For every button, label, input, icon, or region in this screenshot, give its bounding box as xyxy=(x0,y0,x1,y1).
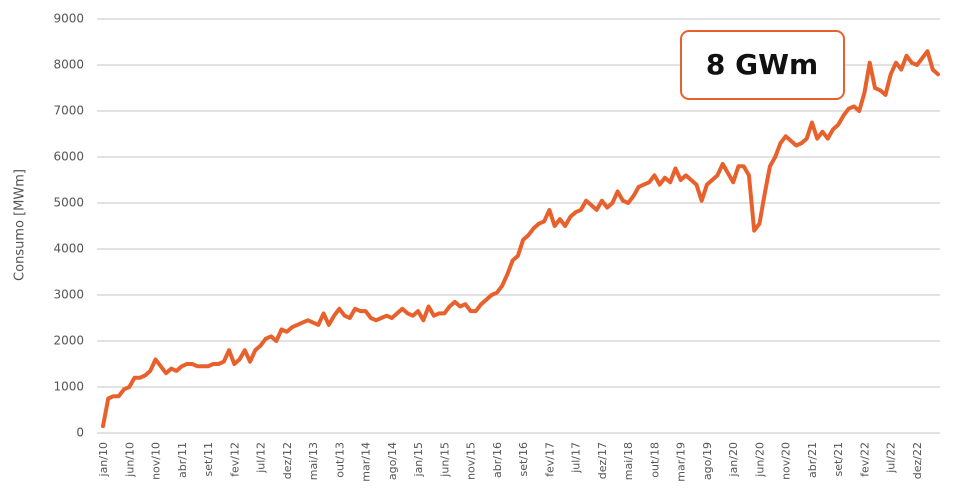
x-tick-label: ago/14 xyxy=(386,442,399,480)
x-tick-label: fev/17 xyxy=(543,442,556,477)
x-tick-label: nov/20 xyxy=(780,442,793,480)
y-tick-label: 7000 xyxy=(53,104,84,118)
x-tick-label: jan/10 xyxy=(97,442,110,477)
x-tick-label: jun/15 xyxy=(438,442,451,478)
x-tick-label: set/16 xyxy=(517,442,530,477)
x-tick-label: jun/20 xyxy=(753,442,766,478)
annotation: 8 GWm xyxy=(706,48,818,81)
x-tick-label: mar/19 xyxy=(675,442,688,482)
x-tick-label: fev/22 xyxy=(858,442,871,477)
y-tick-label: 9000 xyxy=(53,12,84,26)
x-tick-label: abr/21 xyxy=(806,442,819,478)
y-tick-label: 1000 xyxy=(53,380,84,394)
x-tick-label: jan/20 xyxy=(727,442,740,477)
x-tick-label: mar/14 xyxy=(360,442,373,482)
x-tick-label: jul/12 xyxy=(255,442,268,474)
x-tick-label: set/11 xyxy=(202,442,215,477)
x-tick-label: out/18 xyxy=(648,442,661,478)
x-tick-label: ago/19 xyxy=(701,442,714,480)
x-tick-label: jul/22 xyxy=(885,442,898,474)
y-tick-label: 8000 xyxy=(53,58,84,72)
x-tick-label: dez/12 xyxy=(281,442,294,479)
x-tick-label: mai/18 xyxy=(622,442,635,480)
x-tick-label: dez/17 xyxy=(596,442,609,479)
y-tick-label: 2000 xyxy=(53,334,84,348)
x-tick-label: set/21 xyxy=(832,442,845,477)
x-tick-label: out/13 xyxy=(333,442,346,478)
x-tick-label: jun/10 xyxy=(123,442,136,478)
y-axis-title: Consumo [MWm] xyxy=(13,169,28,281)
x-tick-label: dez/22 xyxy=(911,442,924,479)
x-tick-label: fev/12 xyxy=(228,442,241,477)
x-tick-label: abr/16 xyxy=(491,442,504,478)
x-tick-label: jul/17 xyxy=(570,442,583,474)
x-tick-label: nov/10 xyxy=(150,442,163,480)
x-tick-label: abr/11 xyxy=(176,442,189,478)
x-tick-label: mai/13 xyxy=(307,442,320,480)
x-tick-label: jan/15 xyxy=(412,442,425,477)
annotation-box xyxy=(680,30,845,100)
line xyxy=(101,49,940,429)
y-tick-label: 0 xyxy=(76,426,84,440)
y-tick-label: 6000 xyxy=(53,150,84,164)
x-tick-label: nov/15 xyxy=(465,442,478,480)
y-tick-label: 5000 xyxy=(53,196,84,210)
y-tick-label: 3000 xyxy=(53,288,84,302)
y-tick-label: 4000 xyxy=(53,242,84,256)
